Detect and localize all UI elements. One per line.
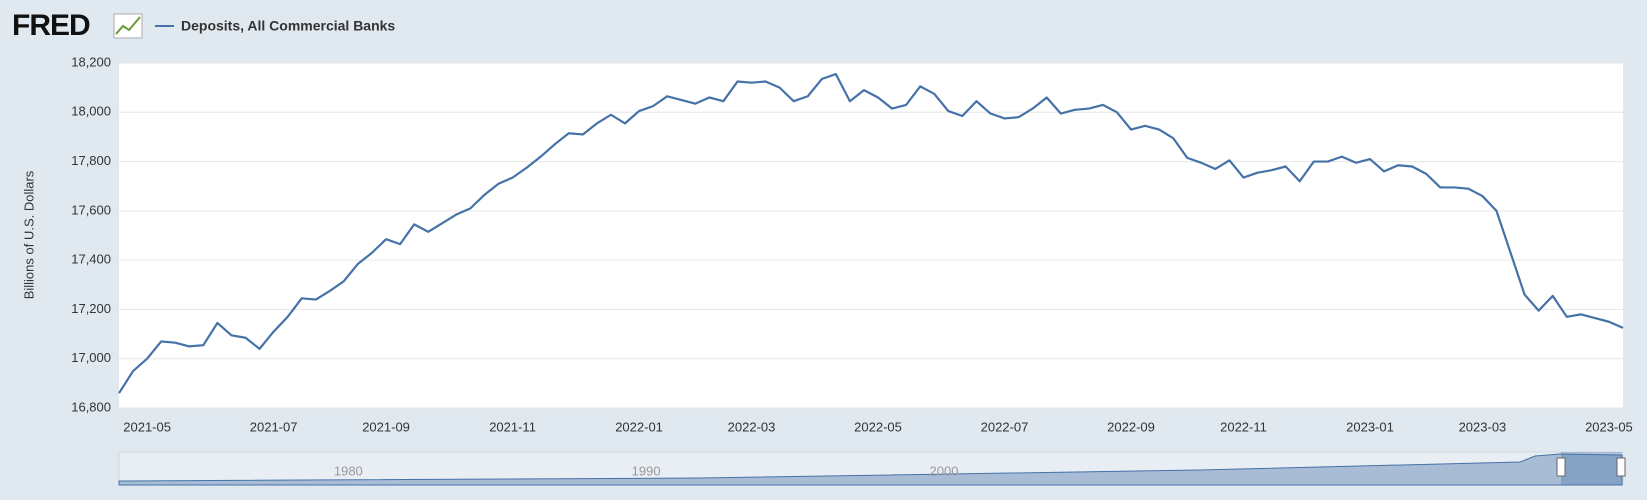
navigator: 1980 1990 2000 xyxy=(118,451,1626,486)
y-axis-title: Billions of U.S. Dollars xyxy=(21,170,36,299)
x-tick-label: 2022-05 xyxy=(854,419,902,434)
data-line xyxy=(118,72,1624,394)
logo-icon xyxy=(113,13,143,39)
x-tick-label: 2022-09 xyxy=(1107,419,1155,434)
navigator-tick-label: 1990 xyxy=(632,463,661,478)
x-tick-label: 2023-03 xyxy=(1459,419,1507,434)
legend-label: Deposits, All Commercial Banks xyxy=(181,18,395,34)
y-tick-label: 17,800 xyxy=(71,153,111,168)
x-tick-label: 2022-07 xyxy=(981,419,1029,434)
y-tick-label: 18,200 xyxy=(71,54,111,69)
y-tick-label: 17,400 xyxy=(71,252,111,267)
y-tick-label: 17,200 xyxy=(71,301,111,316)
x-tick-label: 2021-07 xyxy=(250,419,298,434)
x-tick-label: 2022-03 xyxy=(728,419,776,434)
x-tick-label: 2021-05 xyxy=(123,419,171,434)
x-tick-label: 2021-09 xyxy=(362,419,410,434)
y-tick-label: 17,000 xyxy=(71,350,111,365)
y-tick-label: 18,000 xyxy=(71,104,111,119)
plot-area xyxy=(119,63,1623,408)
x-tick-label: 2023-01 xyxy=(1346,419,1394,434)
navigator-tick-label: 2000 xyxy=(930,463,959,478)
x-tick-label: 2022-01 xyxy=(615,419,663,434)
x-tick-label: 2022-11 xyxy=(1220,419,1267,434)
navigator-tick-label: 1980 xyxy=(334,463,363,478)
x-tick-label: 2023-05 xyxy=(1585,419,1633,434)
x-tick-label: 2021-11 xyxy=(489,419,536,434)
y-tick-label: 16,800 xyxy=(71,399,111,414)
y-tick-label: 17,600 xyxy=(71,202,111,217)
logo: FRED xyxy=(12,9,90,42)
